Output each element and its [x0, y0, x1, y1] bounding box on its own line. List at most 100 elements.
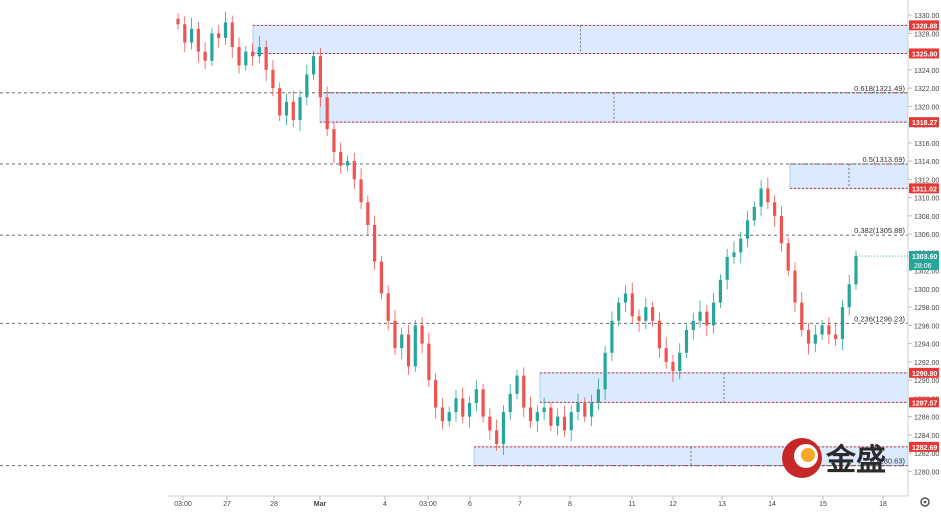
y-tick-label: 1292.00 — [914, 360, 939, 367]
x-tick-label: 15 — [819, 501, 827, 508]
gear-icon[interactable] — [920, 497, 930, 507]
candle-body — [271, 69, 275, 89]
fib-label: 0.618(1321.49) — [854, 84, 905, 93]
candle-body — [210, 33, 214, 61]
candle-body — [793, 270, 797, 303]
candle-body — [806, 329, 811, 344]
candle-body — [644, 307, 648, 321]
candle-body — [352, 161, 356, 180]
y-tick-label: 1314.00 — [914, 159, 939, 166]
x-tick-label: Mar — [314, 501, 327, 508]
candle-body — [305, 74, 309, 98]
candle-body — [461, 398, 465, 417]
candle-body — [610, 320, 614, 353]
watermark-logo: 金盛 — [782, 438, 886, 478]
candle-body — [712, 302, 716, 326]
candle-body — [528, 407, 533, 422]
candle-body — [325, 97, 329, 130]
watermark-brand-text: 金盛 — [825, 443, 886, 477]
candle-body — [237, 47, 241, 66]
y-tick-label: 1284.00 — [914, 433, 939, 440]
candle-body — [752, 206, 756, 221]
price-level-tag-text: 1287.57 — [912, 400, 937, 407]
candle-body — [827, 325, 831, 335]
candle-body — [373, 225, 377, 262]
logo-core-icon — [801, 448, 815, 462]
candle-body — [820, 325, 824, 335]
axis-layer: 1280.001282.001284.001286.001288.001290.… — [168, 0, 939, 508]
y-tick-label: 1290.00 — [914, 378, 939, 385]
candle-body — [332, 129, 336, 153]
candle-body — [366, 202, 370, 226]
candle-body — [698, 311, 702, 321]
candle-body — [745, 220, 750, 239]
candle-body — [223, 22, 228, 38]
candle-body — [298, 97, 302, 121]
candle-body — [217, 33, 221, 38]
x-tick-label: 27 — [223, 501, 231, 508]
candle-body — [569, 412, 573, 431]
x-tick-label: 03:00 — [174, 501, 192, 508]
price-level-tag — [909, 183, 939, 194]
candle-body — [705, 311, 709, 326]
candle-body — [718, 279, 722, 303]
candle-body — [250, 51, 255, 57]
fib-label: 0.382(1305.88) — [854, 226, 905, 235]
candle-body — [515, 375, 519, 394]
candle-body — [203, 51, 207, 61]
candle-body — [847, 284, 851, 308]
candle-body — [284, 101, 289, 116]
x-tick-label: 03:00 — [419, 501, 437, 508]
candle-body — [345, 161, 350, 166]
price-level-tag — [909, 367, 939, 378]
current-price-tag — [909, 251, 939, 271]
candle-body — [617, 302, 621, 321]
x-tick-label: 7 — [518, 501, 522, 508]
candle-body — [596, 389, 600, 403]
x-tick-label: 11 — [628, 501, 635, 508]
candle-body — [318, 56, 322, 98]
candle-body — [671, 361, 675, 372]
candle-body — [603, 352, 607, 390]
x-tick-label: 8 — [568, 501, 572, 508]
candle-body — [386, 293, 390, 321]
candle-body — [589, 402, 594, 417]
y-tick-label: 1282.00 — [914, 451, 939, 458]
candle-body — [576, 402, 580, 413]
price-level-tag — [909, 397, 939, 408]
y-tick-label: 1320.00 — [914, 104, 939, 111]
price-level-tag-text: 1328.88 — [912, 23, 937, 30]
y-tick-label: 1316.00 — [914, 141, 939, 148]
candle-body — [766, 188, 770, 203]
candle-body — [813, 334, 817, 344]
y-tick-label: 1330.00 — [914, 13, 939, 20]
fib-layer: 0.618(1321.49) 0.5(1313.69) 0.382(1305.88)… — [0, 84, 908, 467]
fib-label: (1280.63) — [873, 457, 906, 466]
fib-label: 0.5(1313.69) — [862, 155, 905, 164]
candle-body — [549, 407, 553, 426]
y-tick-label: 1312.00 — [914, 177, 939, 184]
candle-body — [420, 325, 424, 344]
candle-body — [467, 402, 472, 417]
candle-body — [501, 412, 506, 445]
candle-body — [637, 316, 641, 321]
y-tick-label: 1306.00 — [914, 232, 939, 239]
price-level-tag-text: 1325.80 — [912, 51, 937, 58]
candle-body — [786, 243, 790, 271]
y-tick-label: 1300.00 — [914, 287, 939, 294]
candle-body — [583, 402, 587, 417]
price-level-tag — [909, 20, 939, 31]
candle-body — [522, 375, 526, 408]
candle-body — [434, 380, 438, 408]
candle-body — [379, 261, 383, 294]
candle-body — [257, 47, 261, 57]
candle-body — [189, 28, 194, 43]
candle-body — [196, 28, 200, 52]
candle-body — [542, 407, 546, 413]
candle-body — [535, 412, 539, 422]
candle-body — [447, 412, 451, 422]
y-tick-label: 1328.00 — [914, 31, 939, 38]
price-level-tag — [909, 441, 939, 452]
x-tick-label: 6 — [468, 501, 472, 508]
